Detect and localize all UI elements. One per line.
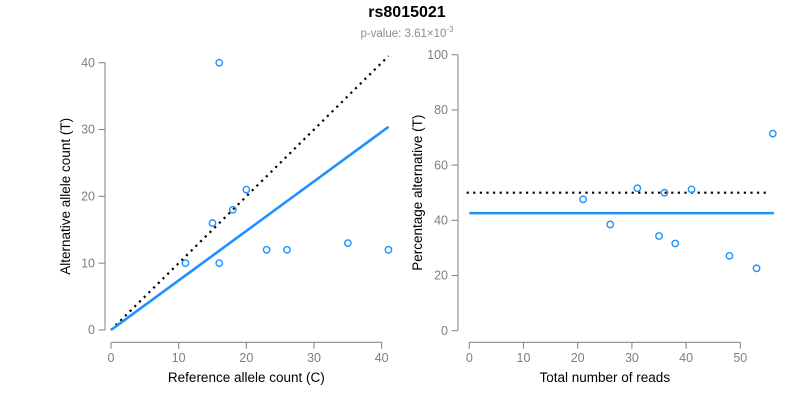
data-point bbox=[208, 219, 217, 227]
y-tick-label: 80 bbox=[434, 103, 448, 117]
data-point bbox=[725, 252, 734, 260]
data-point bbox=[660, 188, 669, 197]
x-tick-label: 40 bbox=[375, 351, 389, 365]
y-axis-title: Percentage alternative (T) bbox=[410, 115, 425, 271]
x-tick-label: 50 bbox=[733, 351, 747, 365]
x-tick-label: 40 bbox=[679, 351, 693, 365]
y-tick-label: 40 bbox=[81, 56, 95, 70]
y-tick-label: 0 bbox=[88, 323, 95, 337]
x-tick-label: 20 bbox=[571, 351, 585, 365]
data-point bbox=[671, 239, 680, 248]
x-tick-label: 30 bbox=[307, 351, 321, 365]
right-plot: 0 20 40 60 80 100 0 10 20 30 40 50 Total number of r… bbox=[410, 48, 777, 385]
data-point bbox=[384, 245, 393, 254]
x-tick-label: 0 bbox=[466, 351, 473, 365]
x-tick-label: 20 bbox=[239, 351, 253, 365]
fit-line bbox=[110, 125, 390, 332]
data-point bbox=[633, 184, 642, 193]
identity-line bbox=[110, 55, 390, 331]
data-point bbox=[655, 232, 663, 240]
y-tick-label: 0 bbox=[441, 324, 448, 338]
data-point bbox=[768, 129, 777, 138]
y-tick-label: 60 bbox=[434, 158, 448, 172]
x-axis-title: Reference allele count (C) bbox=[168, 370, 325, 385]
x-tick-label: 0 bbox=[108, 351, 115, 365]
data-point bbox=[262, 245, 271, 254]
y-tick-label: 20 bbox=[81, 190, 95, 204]
data-point bbox=[283, 245, 291, 254]
y-tick-label: 20 bbox=[434, 269, 448, 283]
y-axis-title: Alternative allele count (T) bbox=[58, 118, 73, 275]
data-point bbox=[752, 264, 761, 273]
y-tick-label: 40 bbox=[434, 214, 448, 228]
x-tick-label: 10 bbox=[517, 351, 531, 365]
y-tick-label: 10 bbox=[81, 256, 95, 270]
data-point bbox=[343, 239, 352, 248]
data-point bbox=[687, 185, 696, 194]
data-point bbox=[215, 259, 224, 268]
data-point bbox=[606, 220, 615, 229]
left-plot: 0 10 20 30 40 0 10 20 30 40 Reference allele count… bbox=[58, 55, 393, 385]
y-tick-label: 100 bbox=[427, 48, 448, 62]
x-tick-label: 10 bbox=[172, 351, 186, 365]
data-point bbox=[242, 185, 251, 194]
data-point bbox=[215, 58, 224, 67]
data-point bbox=[181, 259, 190, 268]
x-tick-label: 30 bbox=[625, 351, 639, 365]
y-tick-label: 30 bbox=[81, 123, 95, 137]
data-point bbox=[579, 195, 588, 204]
x-axis-title: Total number of reads bbox=[540, 370, 671, 385]
data-point bbox=[228, 205, 237, 214]
